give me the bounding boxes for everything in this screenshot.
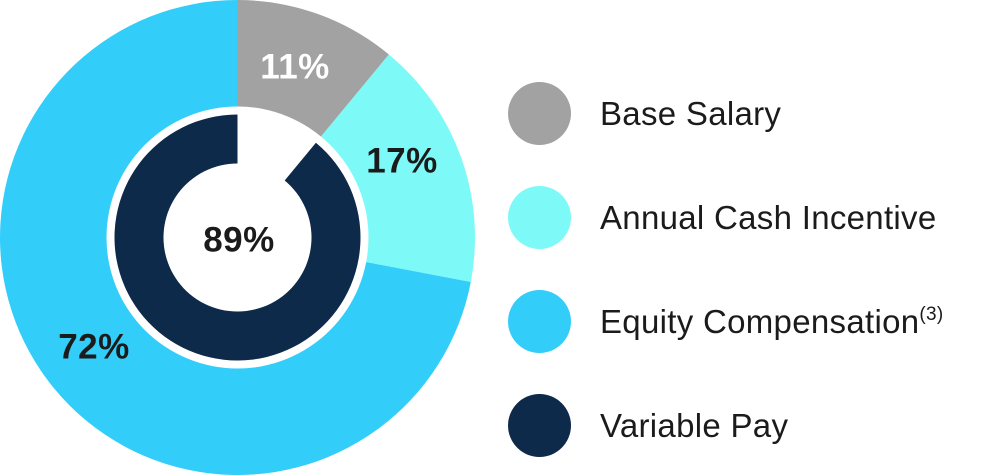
inner-ring-variable-pay <box>114 114 361 361</box>
legend: Base Salary Annual Cash Incentive Equity… <box>508 82 944 457</box>
donut-chart <box>0 0 475 475</box>
legend-label-variable-pay: Variable Pay <box>600 407 789 444</box>
slice-percent-label-base-salary: 11% <box>260 47 330 87</box>
legend-label-base-salary: Base Salary <box>600 95 782 132</box>
legend-swatch-annual-cash-incentive <box>508 186 571 249</box>
legend-item-annual-cash-incentive: Annual Cash Incentive <box>508 186 944 249</box>
legend-item-base-salary: Base Salary <box>508 82 944 145</box>
legend-label-annual-cash-incentive: Annual Cash Incentive <box>600 199 937 236</box>
legend-swatch-variable-pay <box>508 394 571 457</box>
legend-item-equity-compensation: Equity Compensation(3) <box>508 290 944 353</box>
donut-chart-area: 11% 17% 72% 89% <box>0 0 475 475</box>
legend-swatch-equity-compensation <box>508 290 571 353</box>
legend-superscript-3: (3) <box>919 304 944 325</box>
legend-item-variable-pay: Variable Pay <box>508 394 944 457</box>
slice-percent-label-equity-compensation: 72% <box>58 327 130 367</box>
slice-percent-label-annual-cash-incentive: 17% <box>366 141 438 181</box>
legend-label-equity-compensation: Equity Compensation(3) <box>600 303 944 340</box>
inner-ring-percent-label-variable-pay: 89% <box>203 220 275 260</box>
legend-swatch-base-salary <box>508 82 571 145</box>
